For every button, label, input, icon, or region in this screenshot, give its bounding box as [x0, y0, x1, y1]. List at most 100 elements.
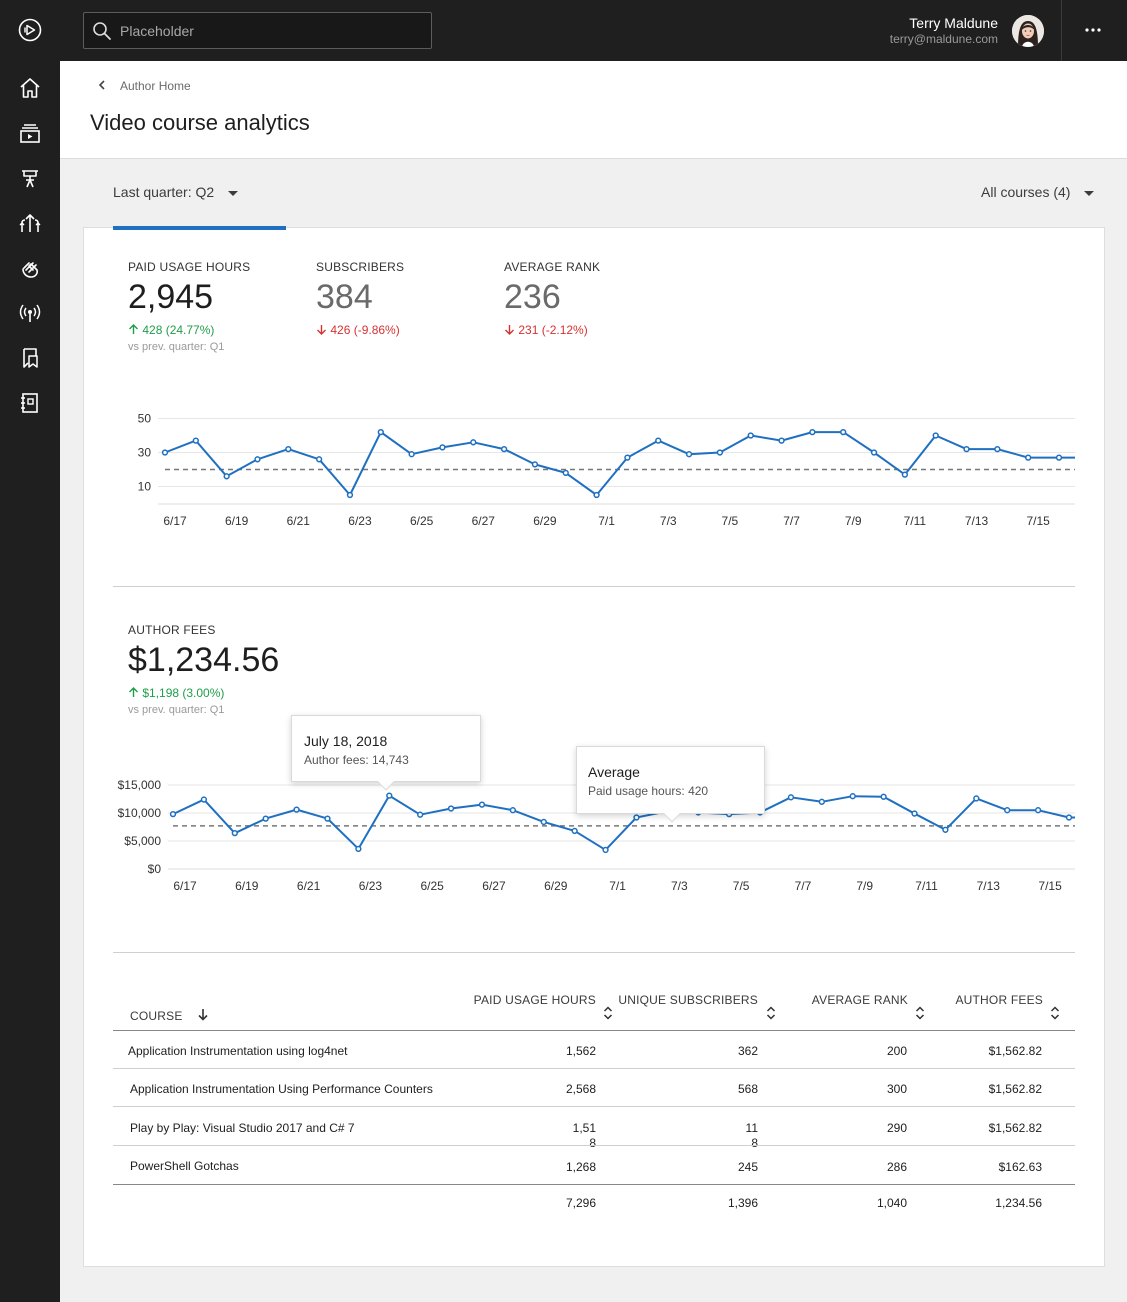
- period-label: Last quarter: Q2: [113, 184, 215, 200]
- data-point: [1065, 814, 1073, 821]
- header-divider: [113, 1030, 1075, 1031]
- y-tick-label: $0: [148, 862, 162, 876]
- x-tick-label: 6/19: [235, 879, 259, 893]
- home-icon[interactable]: [18, 76, 42, 100]
- data-point: [540, 818, 547, 826]
- more-options-icon[interactable]: [1080, 22, 1106, 38]
- data-point: [478, 801, 486, 808]
- courses-label: All courses (4): [981, 184, 1071, 200]
- x-tick-label: 7/11: [904, 514, 927, 528]
- data-point: [787, 794, 795, 801]
- x-tick-label: 6/19: [225, 514, 249, 528]
- sort-icon[interactable]: [1050, 1006, 1060, 1020]
- page-title: Video course analytics: [90, 110, 310, 135]
- y-tick-label: $5,000: [124, 834, 161, 848]
- data-point: [509, 807, 517, 814]
- metric-paid-usage-hours[interactable]: PAID USAGE HOURS 2,945 428 (24.77%) vs p…: [128, 260, 250, 353]
- data-point: [1004, 807, 1011, 814]
- search-box[interactable]: Placeholder: [83, 12, 432, 49]
- x-tick-label: 6/29: [533, 514, 557, 528]
- data-point: [285, 445, 292, 453]
- x-tick-label: 7/5: [733, 879, 750, 893]
- user-info[interactable]: Terry Maldune terry@maldune.com: [890, 15, 998, 47]
- avatar-image: [1012, 15, 1044, 47]
- metric-author-fees[interactable]: AUTHOR FEES $1,234.56 $1,198 (3.00%) vs …: [128, 623, 279, 716]
- metric-subscribers[interactable]: SUBSCRIBERS 384 426 (-9.86%): [316, 260, 404, 337]
- metric-change: 231 (-2.12%): [504, 323, 600, 337]
- sort-icon[interactable]: [915, 1006, 925, 1020]
- sort-icon[interactable]: [766, 1006, 776, 1020]
- search-input[interactable]: Placeholder: [120, 23, 194, 39]
- presenter-icon[interactable]: [18, 166, 42, 190]
- data-point: [1055, 454, 1063, 461]
- data-point: [963, 445, 970, 453]
- x-tick-label: 7/13: [965, 514, 989, 528]
- metric-comparison: vs prev. quarter: Q1: [128, 341, 225, 353]
- avatar[interactable]: [1012, 15, 1044, 47]
- notebook-icon[interactable]: [18, 391, 42, 415]
- sort-descending-icon[interactable]: [198, 1008, 208, 1021]
- data-point: [716, 449, 724, 456]
- data-point: [293, 806, 300, 813]
- course-name[interactable]: Application Instrumentation using log4ne…: [128, 1044, 348, 1058]
- pluralsight-logo-icon[interactable]: [18, 18, 42, 42]
- video-library-icon[interactable]: [18, 121, 42, 145]
- metric-change: 428 (24.77%): [128, 323, 250, 337]
- course-name[interactable]: Application Instrumentation Using Perfor…: [130, 1082, 433, 1096]
- metric-value: 384: [316, 278, 373, 316]
- user-email: terry@maldune.com: [889, 32, 998, 46]
- column-header-course[interactable]: COURSE: [130, 1008, 208, 1023]
- column-header-subscribers[interactable]: UNIQUE SUBSCRIBERS: [618, 993, 758, 1007]
- broadcast-icon[interactable]: [18, 301, 42, 325]
- period-select[interactable]: Last quarter: Q2: [113, 184, 239, 200]
- course-name[interactable]: PowerShell Gotchas: [130, 1159, 239, 1173]
- data-point: [840, 428, 847, 436]
- data-point-tooltip: July 18, 2018 Author fees: 14,743: [291, 715, 481, 791]
- data-point: [161, 449, 169, 456]
- x-tick-label: 7/3: [660, 514, 677, 528]
- data-point: [231, 830, 238, 837]
- breadcrumb[interactable]: Author Home: [98, 79, 191, 93]
- usage-hours-chart[interactable]: 50 30 10 6/17 6/19 6/21 6/23 6/25 6/27 6/29 7/1 7/3…: [113, 400, 1075, 535]
- skills-icon[interactable]: [18, 256, 42, 280]
- breadcrumb-label: Author Home: [120, 79, 191, 93]
- data-point: [386, 792, 393, 799]
- author-fees-chart[interactable]: $15,000 $10,000 $5,000 $0 6/17 6/19 6/21 6/23 6/…: [113, 770, 1075, 900]
- courses-select[interactable]: All courses (4): [981, 184, 1095, 200]
- divider: [1061, 0, 1062, 61]
- sort-icon[interactable]: [603, 1006, 613, 1020]
- metric-average-rank[interactable]: AVERAGE RANK 236 231 (-2.12%): [504, 260, 600, 337]
- x-tick-label: 6/23: [348, 514, 372, 528]
- x-tick-label: 7/1: [609, 879, 626, 893]
- bookmark-icon[interactable]: [18, 346, 42, 370]
- cell-rank: 300: [886, 1082, 907, 1096]
- data-point: [571, 827, 578, 835]
- arrow-up-icon: [129, 687, 138, 697]
- page-header: Author Home Video course analytics: [60, 61, 1127, 159]
- y-tick-label: 50: [138, 412, 152, 426]
- divider: [113, 586, 1075, 587]
- metric-label: AUTHOR FEES: [128, 623, 216, 637]
- data-point: [1034, 807, 1042, 814]
- paths-icon[interactable]: [18, 211, 42, 235]
- row-divider: [113, 1145, 1075, 1146]
- y-tick-label: $10,000: [118, 806, 162, 820]
- x-tick-label: 7/3: [671, 879, 688, 893]
- y-tick-label: 10: [138, 480, 152, 494]
- course-name[interactable]: Play by Play: Visual Studio 2017 and C# …: [130, 1121, 355, 1135]
- data-point: [973, 795, 980, 802]
- x-tick-label: 7/15: [1038, 879, 1062, 893]
- cell-hours: 1,51 8: [572, 1121, 596, 1150]
- column-header-fees[interactable]: AUTHOR FEES: [955, 993, 1043, 1007]
- metric-change-value: $1,198 (3.00%): [142, 686, 225, 700]
- data-point: [262, 815, 269, 822]
- row-divider: [113, 1184, 1075, 1185]
- data-point: [470, 439, 477, 446]
- column-header-rank[interactable]: AVERAGE RANK: [811, 993, 908, 1007]
- column-header-hours[interactable]: PAID USAGE HOURS: [473, 993, 596, 1007]
- x-tick-label: 7/1: [598, 514, 615, 528]
- cell-fees: $1,562.82: [988, 1121, 1042, 1135]
- cell-hours: 1,268: [565, 1160, 596, 1174]
- data-point: [315, 456, 323, 463]
- cell-subscribers: 362: [737, 1044, 758, 1058]
